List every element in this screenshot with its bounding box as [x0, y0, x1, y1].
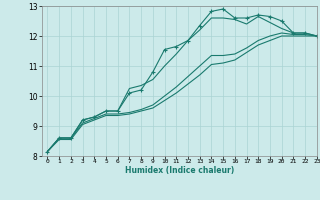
X-axis label: Humidex (Indice chaleur): Humidex (Indice chaleur)	[124, 166, 234, 175]
